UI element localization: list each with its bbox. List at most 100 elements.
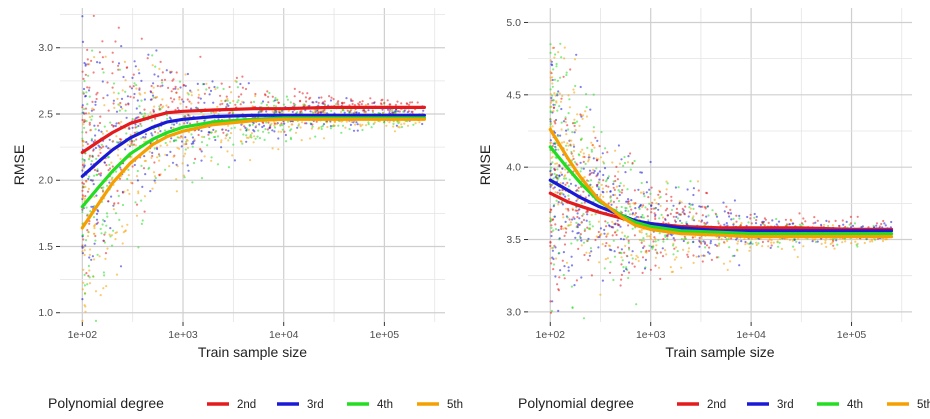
scatter-point: [571, 155, 575, 158]
x-tick-label: 1e+02: [68, 329, 98, 341]
scatter-point: [867, 226, 870, 229]
scatter-point: [90, 118, 93, 121]
scatter-point: [560, 128, 563, 131]
scatter-point: [551, 161, 554, 164]
scatter-point: [697, 255, 700, 258]
scatter-point: [205, 88, 208, 91]
scatter-point: [715, 256, 719, 259]
scatter-point: [802, 217, 805, 220]
scatter-point: [596, 158, 599, 162]
scatter-point: [252, 141, 255, 144]
scatter-point: [230, 91, 233, 94]
scatter-point: [102, 145, 105, 148]
scatter-point: [265, 121, 268, 124]
scatter-point: [128, 192, 131, 195]
scatter-point: [110, 234, 114, 237]
scatter-point: [620, 252, 623, 255]
scatter-point: [304, 96, 307, 99]
scatter-point: [228, 85, 231, 89]
scatter-point: [226, 99, 229, 102]
scatter-point: [692, 193, 695, 197]
scatter-point: [772, 241, 775, 244]
scatter-point: [720, 238, 723, 241]
scatter-point: [165, 114, 169, 117]
scatter-point: [607, 202, 610, 205]
scatter-point: [165, 104, 168, 107]
scatter-point: [692, 254, 695, 257]
scatter-point: [92, 183, 95, 186]
scatter-point: [113, 202, 116, 205]
scatter-point: [647, 196, 650, 199]
scatter-point: [890, 220, 893, 224]
scatter-point: [118, 109, 121, 112]
scatter-point: [210, 131, 213, 134]
scatter-point: [558, 252, 561, 255]
scatter-point: [688, 211, 691, 214]
scatter-point: [623, 161, 627, 165]
scatter-point: [271, 129, 274, 132]
scatter-point: [657, 193, 660, 196]
scatter-point: [86, 142, 89, 146]
scatter-point: [189, 89, 192, 92]
scatter-point: [349, 98, 353, 101]
scatter-point: [592, 157, 595, 160]
scatter-point: [619, 284, 622, 287]
scatter-point: [273, 130, 276, 133]
scatter-point: [649, 192, 652, 195]
scatter-point: [83, 165, 86, 168]
scatter-point: [642, 239, 646, 242]
scatter-point: [597, 220, 601, 223]
scatter-point: [183, 122, 186, 125]
scatter-point: [563, 234, 566, 237]
scatter-point: [551, 85, 554, 88]
scatter-point: [84, 244, 87, 247]
scatter-point: [558, 189, 561, 192]
scatter-point: [212, 136, 216, 139]
scatter-point: [696, 180, 700, 183]
scatter-point: [154, 65, 157, 68]
scatter-point: [157, 127, 160, 130]
scatter-point: [229, 132, 233, 135]
scatter-point: [102, 186, 105, 189]
scatter-point: [609, 196, 612, 199]
scatter-point: [185, 105, 188, 109]
scatter-point: [83, 253, 86, 257]
scatter-point: [645, 191, 648, 194]
legend: Polynomial degree 2nd 3rd 4th 5th: [48, 395, 463, 411]
scatter-point: [168, 165, 171, 168]
scatter-point: [88, 282, 92, 285]
scatter-point: [550, 309, 554, 313]
scatter-point: [118, 218, 121, 221]
scatter-point: [550, 230, 553, 233]
scatter-point: [627, 246, 631, 249]
scatter-point: [616, 246, 620, 249]
scatter-point: [86, 190, 90, 193]
scatter-point: [105, 145, 108, 148]
scatter-point: [290, 123, 293, 126]
scatter-point: [214, 131, 217, 134]
scatter-point: [180, 145, 183, 148]
scatter-point: [150, 84, 153, 88]
scatter-point: [230, 127, 233, 130]
scatter-point: [719, 224, 722, 227]
scatter-point: [598, 170, 602, 173]
scatter-point: [570, 152, 573, 155]
scatter-point: [580, 221, 583, 224]
scatter-point: [351, 102, 354, 106]
scatter-point: [81, 233, 84, 237]
x-tick-label: 1e+05: [837, 329, 867, 341]
scatter-point: [755, 215, 758, 218]
scatter-point: [549, 244, 552, 248]
scatter-point: [568, 98, 571, 101]
scatter-point: [228, 117, 231, 120]
scatter-point: [667, 233, 670, 236]
scatter-point: [81, 131, 84, 134]
scatter-point: [740, 222, 743, 225]
scatter-point: [559, 134, 562, 137]
scatter-point: [321, 109, 324, 113]
scatter-point: [566, 142, 569, 145]
scatter-point: [576, 212, 579, 215]
scatter-point: [151, 134, 154, 137]
scatter-point: [841, 241, 844, 244]
scatter-point: [189, 122, 192, 125]
